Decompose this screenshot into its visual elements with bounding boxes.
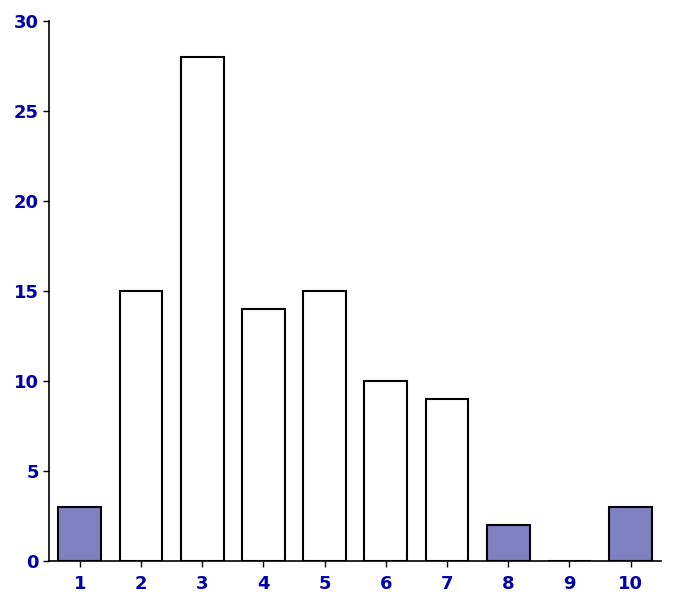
Bar [242, 309, 285, 561]
Bar [181, 57, 223, 561]
Bar [487, 525, 530, 561]
Bar [364, 381, 407, 561]
Bar [303, 291, 346, 561]
Bar [425, 399, 468, 561]
Bar [119, 291, 163, 561]
Bar [59, 507, 101, 561]
Bar [609, 507, 652, 561]
